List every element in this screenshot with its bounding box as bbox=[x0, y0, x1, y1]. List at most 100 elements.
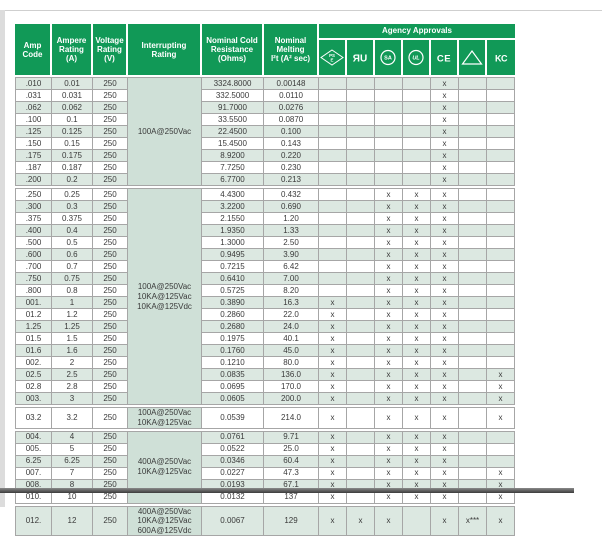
voltage-rating-cell: 250 bbox=[93, 443, 128, 456]
ampere-rating-cell: 5 bbox=[52, 443, 93, 456]
approval-mark-cell bbox=[459, 297, 487, 310]
table-row: 002. 2 250 0.1210 80.0 x x x x bbox=[15, 357, 515, 370]
melting-i2t-cell: 0.0276 bbox=[264, 102, 319, 115]
amp-code-cell: .400 bbox=[15, 225, 52, 238]
approval-mark-cell: x bbox=[403, 393, 431, 406]
approval-mark-cell: x bbox=[431, 114, 459, 127]
approval-mark-cell: x bbox=[431, 174, 459, 187]
melting-i2t-cell: 170.0 bbox=[264, 381, 319, 394]
melting-i2t-cell: 3.90 bbox=[264, 249, 319, 262]
melting-i2t-cell: 9.71 bbox=[264, 430, 319, 444]
melting-i2t-cell: 1.33 bbox=[264, 225, 319, 238]
approval-mark-cell bbox=[347, 297, 375, 310]
approval-mark-cell bbox=[319, 213, 347, 226]
approval-mark-cell bbox=[459, 162, 487, 175]
voltage-rating-cell: 250 bbox=[93, 455, 128, 468]
melting-i2t-cell: 25.0 bbox=[264, 443, 319, 456]
approval-mark-cell: x bbox=[375, 443, 403, 456]
melting-i2t-cell: 0.0870 bbox=[264, 114, 319, 127]
approval-mark-cell bbox=[459, 369, 487, 382]
approval-mark-cell bbox=[487, 114, 515, 127]
voltage-rating-cell: 250 bbox=[93, 393, 128, 406]
table-row: 01.6 1.6 250 0.1760 45.0 x x x x bbox=[15, 345, 515, 358]
melting-i2t-cell: 24.0 bbox=[264, 321, 319, 334]
approval-mark-cell bbox=[459, 381, 487, 394]
approval-mark-cell: x bbox=[347, 505, 375, 536]
ampere-rating-cell: 0.3 bbox=[52, 201, 93, 214]
approval-mark-cell bbox=[487, 174, 515, 187]
approval-mark-cell bbox=[319, 237, 347, 250]
approval-mark-cell: x bbox=[431, 505, 459, 536]
voltage-rating-cell: 250 bbox=[93, 213, 128, 226]
melting-i2t-cell: 0.100 bbox=[264, 126, 319, 139]
melting-i2t-cell: 0.220 bbox=[264, 150, 319, 163]
approval-mark-cell bbox=[319, 174, 347, 187]
approval-mark-cell: x bbox=[319, 369, 347, 382]
approval-mark-cell: x bbox=[319, 505, 347, 536]
cold-resistance-cell: 33.5500 bbox=[202, 114, 264, 127]
amp-code-cell: .010 bbox=[15, 77, 52, 91]
approval-mark-cell bbox=[487, 102, 515, 115]
approval-mark-cell: x bbox=[431, 381, 459, 394]
approval-mark-cell: x bbox=[319, 407, 347, 429]
approval-mark-cell: x bbox=[431, 491, 459, 504]
group-separator-cell bbox=[15, 405, 515, 408]
approval-mark-cell bbox=[347, 90, 375, 103]
ampere-rating-cell: 0.25 bbox=[52, 188, 93, 202]
melting-i2t-cell: 6.42 bbox=[264, 261, 319, 274]
cold-resistance-cell: 0.7215 bbox=[202, 261, 264, 274]
approval-mark-cell bbox=[347, 369, 375, 382]
approval-mark-cell bbox=[403, 162, 431, 175]
approval-mark-cell bbox=[347, 430, 375, 444]
approval-mark-cell bbox=[403, 138, 431, 151]
table-row: 004. 4 250 400A@250Vac 10KA@125Vac 0.0761 9.7… bbox=[15, 430, 515, 504]
svg-text:E: E bbox=[331, 58, 334, 63]
approval-mark-cell: x bbox=[431, 150, 459, 163]
approval-mark-cell bbox=[487, 285, 515, 298]
approval-mark-cell bbox=[487, 249, 515, 262]
approval-mark-cell bbox=[459, 273, 487, 286]
approval-mark-cell bbox=[459, 138, 487, 151]
voltage-rating-cell: 250 bbox=[93, 261, 128, 274]
voltage-rating-cell: 250 bbox=[93, 467, 128, 480]
voltage-rating-cell: 250 bbox=[93, 237, 128, 250]
approval-mark-cell bbox=[347, 333, 375, 346]
melting-i2t-cell: 40.1 bbox=[264, 333, 319, 346]
header-ampere-rating: Ampere Rating (A) bbox=[52, 24, 93, 78]
svg-text:PS: PS bbox=[329, 53, 335, 58]
approval-mark-cell: x bbox=[431, 138, 459, 151]
approval-mark-cell bbox=[487, 225, 515, 238]
amp-code-cell: 02.5 bbox=[15, 369, 52, 382]
approval-mark-cell: x bbox=[403, 430, 431, 444]
approval-mark-cell: x bbox=[375, 285, 403, 298]
table-row: .062 0.062 250 91.7000 0.0276 x bbox=[15, 102, 515, 115]
table-row: .750 0.75 250 0.6410 7.00 x x x bbox=[15, 273, 515, 286]
approval-mark-cell bbox=[459, 188, 487, 202]
melting-i2t-cell: 136.0 bbox=[264, 369, 319, 382]
approval-mark-cell: x bbox=[431, 333, 459, 346]
table-row: .175 0.175 250 8.9200 0.220 x bbox=[15, 150, 515, 163]
approval-mark-cell: x bbox=[375, 505, 403, 536]
cold-resistance-cell: 22.4500 bbox=[202, 126, 264, 139]
approval-mark-cell: x bbox=[487, 491, 515, 504]
voltage-rating-cell: 250 bbox=[93, 407, 128, 429]
approval-mark-cell bbox=[319, 77, 347, 91]
ul-recognized-icon: ЯU bbox=[347, 40, 375, 78]
amp-code-cell: .250 bbox=[15, 188, 52, 202]
approval-mark-cell bbox=[487, 430, 515, 444]
interrupting-rating-cell: 100A@250Vac 10KA@125Vac bbox=[128, 407, 202, 429]
table-row: .125 0.125 250 22.4500 0.100 x bbox=[15, 126, 515, 139]
approval-mark-cell bbox=[347, 138, 375, 151]
ampere-rating-cell: 0.5 bbox=[52, 237, 93, 250]
approval-mark-cell bbox=[347, 345, 375, 358]
cold-resistance-cell: 0.0761 bbox=[202, 430, 264, 444]
table-row: 005. 5 250 0.0522 25.0 x x x x bbox=[15, 443, 515, 456]
amp-code-cell: .125 bbox=[15, 126, 52, 139]
voltage-rating-cell: 250 bbox=[93, 162, 128, 175]
table-row: 6.25 6.25 250 0.0346 60.4 x x x x bbox=[15, 455, 515, 468]
ampere-rating-cell: 1.2 bbox=[52, 309, 93, 322]
voltage-rating-cell: 250 bbox=[93, 126, 128, 139]
bottom-edge-bar bbox=[0, 488, 574, 493]
approval-mark-cell: x bbox=[319, 393, 347, 406]
approval-mark-cell: x bbox=[487, 369, 515, 382]
